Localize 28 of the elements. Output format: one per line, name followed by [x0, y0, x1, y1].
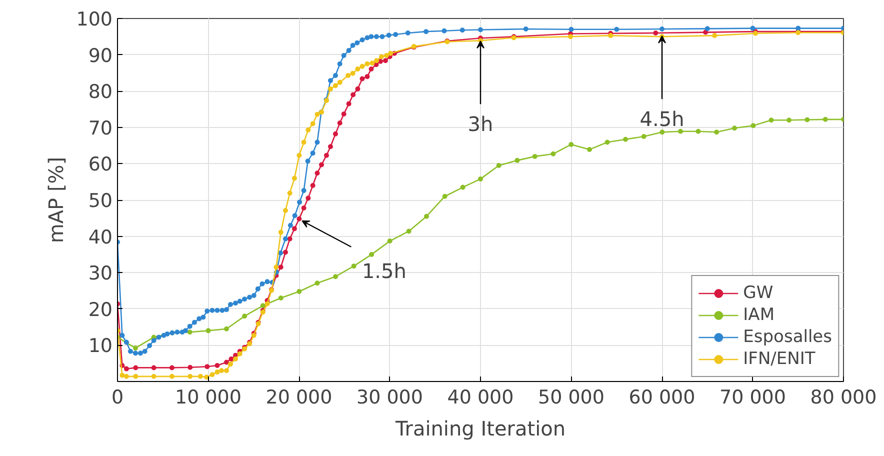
x-tick-label: 20 000 — [266, 386, 332, 408]
y-tick-label: 70 — [88, 117, 113, 140]
x-tick-label: 10 000 — [175, 386, 242, 408]
y-tick-label: 40 — [88, 226, 113, 248]
y-tick-label: 10 — [88, 335, 113, 358]
x-axis-title: Training Iteration — [394, 416, 566, 440]
y-tick-label: 60 — [88, 154, 113, 176]
y-tick-label: 50 — [88, 190, 113, 212]
legend-label: Esposalles — [743, 326, 832, 348]
legend-label: GW — [743, 282, 774, 304]
x-tick-label: 40 000 — [447, 386, 514, 408]
annotation: 4.5h — [640, 107, 684, 132]
x-tick-label: 60 000 — [628, 386, 696, 408]
x-tick-label: 70 000 — [720, 386, 786, 408]
x-tick-label: 0 — [111, 386, 124, 408]
y-tick-label: 90 — [88, 44, 113, 67]
y-tick-label: 80 — [88, 81, 113, 104]
annotation: 1.5h — [362, 258, 406, 283]
legend-label: IAM — [743, 304, 774, 326]
x-tick-label: 30 000 — [356, 386, 423, 408]
y-tick-label: 20 — [88, 298, 113, 321]
legend-label: IFN/ENIT — [743, 348, 816, 370]
annotation: 3h — [468, 112, 494, 136]
y-axis-title: mAP [%] — [44, 156, 68, 244]
y-tick-label: 100 — [76, 8, 112, 30]
x-tick-label: 80 000 — [810, 386, 877, 408]
y-tick-label: 30 — [88, 262, 113, 285]
x-tick-label: 50 000 — [538, 386, 604, 408]
